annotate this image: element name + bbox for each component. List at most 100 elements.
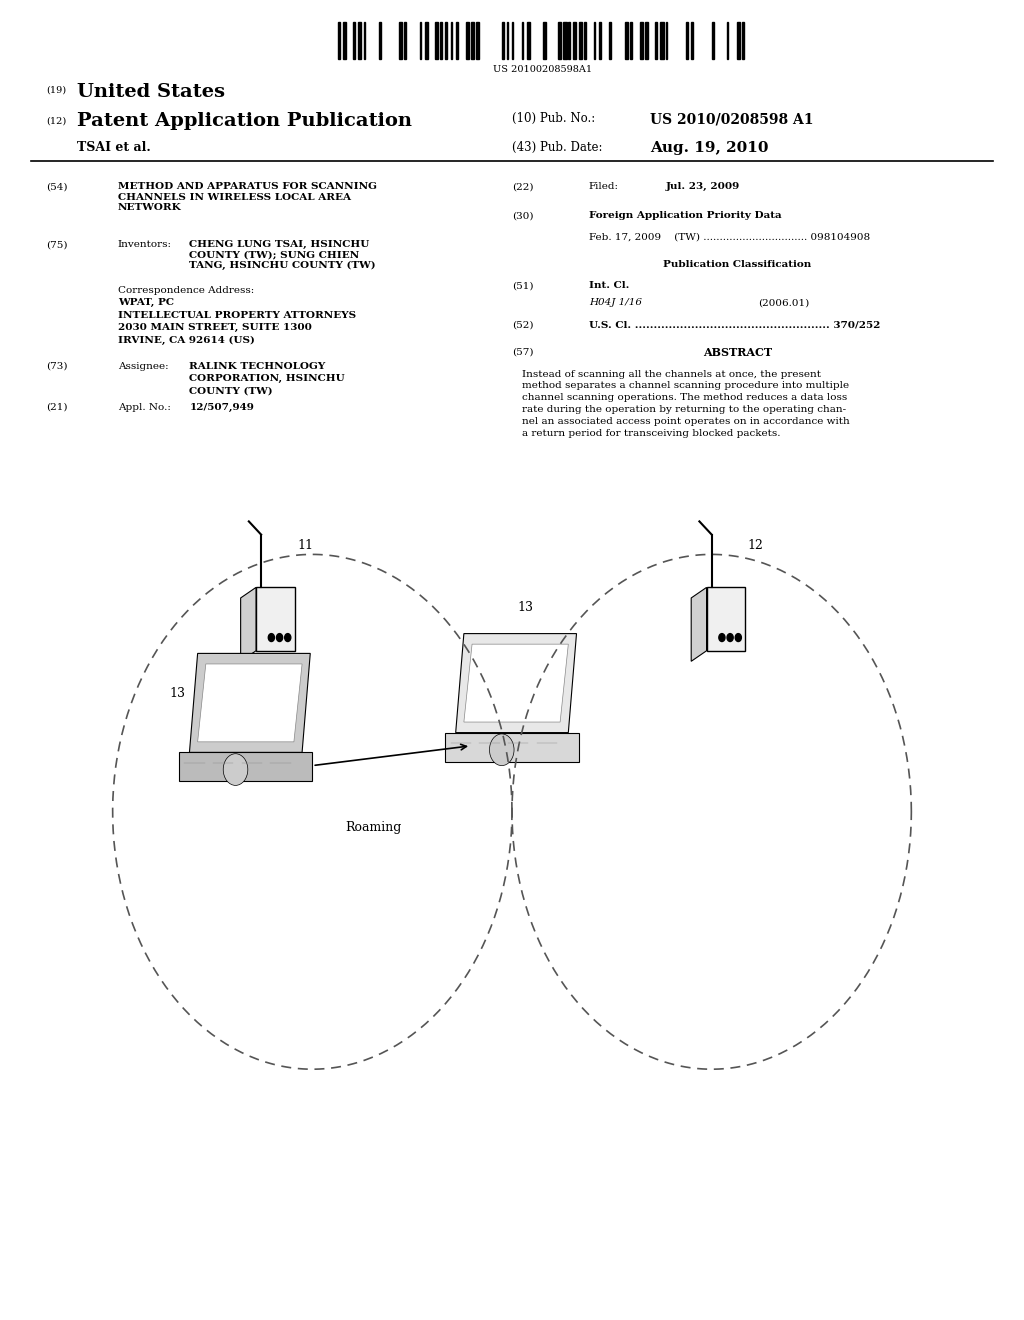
Bar [404,22,407,59]
Circle shape [719,634,725,642]
Circle shape [727,634,733,642]
Bar [502,22,504,59]
Text: 12: 12 [748,539,764,552]
Bar [445,22,446,59]
Text: ABSTRACT: ABSTRACT [702,347,772,358]
Text: (51): (51) [512,281,534,290]
Bar [338,22,340,59]
Bar [630,22,633,59]
Text: Filed:: Filed: [589,182,618,191]
Circle shape [285,634,291,642]
Circle shape [223,754,248,785]
Bar [364,22,365,59]
Polygon shape [464,644,568,722]
Text: TSAI et al.: TSAI et al. [77,141,151,154]
Bar [358,22,361,59]
Polygon shape [691,587,707,661]
Text: 11: 11 [297,539,313,552]
Bar [609,22,611,59]
Text: H04J 1/16: H04J 1/16 [589,298,642,308]
Bar [256,587,295,651]
Text: RALINK TECHNOLOGY
CORPORATION, HSINCHU
COUNTY (TW): RALINK TECHNOLOGY CORPORATION, HSINCHU C… [189,362,345,396]
Bar [527,22,530,59]
Polygon shape [189,653,310,752]
Text: (30): (30) [512,211,534,220]
Circle shape [489,734,514,766]
Text: (43) Pub. Date:: (43) Pub. Date: [512,141,602,154]
Text: (52): (52) [512,321,534,330]
Text: (2006.01): (2006.01) [758,298,809,308]
Text: Publication Classification: Publication Classification [664,260,811,269]
Bar [599,22,601,59]
Text: Assignee:: Assignee: [118,362,168,371]
Bar [476,22,479,59]
Bar [399,22,401,59]
Bar [558,22,561,59]
Bar [727,22,728,59]
Bar [543,22,546,59]
Text: Foreign Application Priority Data: Foreign Application Priority Data [589,211,781,220]
Text: CHENG LUNG TSAI, HSINCHU
COUNTY (TW); SUNG CHIEN
TANG, HSINCHU COUNTY (TW): CHENG LUNG TSAI, HSINCHU COUNTY (TW); SU… [189,240,376,271]
Text: Patent Application Publication: Patent Application Publication [77,112,412,131]
Bar [660,22,664,59]
Bar [594,22,595,59]
Circle shape [276,634,283,642]
Circle shape [735,634,741,642]
Bar [466,22,469,59]
Text: WPAT, PC
INTELLECTUAL PROPERTY ATTORNEYS
2030 MAIN STREET, SUITE 1300
IRVINE, CA: WPAT, PC INTELLECTUAL PROPERTY ATTORNEYS… [118,298,356,345]
Text: US 20100208598A1: US 20100208598A1 [494,65,592,74]
Text: (10) Pub. No.:: (10) Pub. No.: [512,112,595,125]
Text: (75): (75) [46,240,68,249]
Text: United States: United States [77,83,225,102]
Bar [507,22,508,59]
Text: Aug. 19, 2010: Aug. 19, 2010 [650,141,769,156]
Bar [573,22,577,59]
Text: 13: 13 [169,686,185,700]
Text: (12): (12) [46,116,67,125]
Bar [522,22,523,59]
Text: METHOD AND APPARATUS FOR SCANNING
CHANNELS IN WIRELESS LOCAL AREA
NETWORK: METHOD AND APPARATUS FOR SCANNING CHANNE… [118,182,377,213]
Text: (22): (22) [512,182,534,191]
Bar [445,733,579,762]
Bar [645,22,648,59]
Bar [451,22,453,59]
Bar [563,22,566,59]
Bar [425,22,428,59]
Bar [666,22,667,59]
Bar [512,22,513,59]
Bar [625,22,628,59]
Text: Inventors:: Inventors: [118,240,172,249]
Bar [568,22,569,59]
Text: (57): (57) [512,347,534,356]
Bar [471,22,474,59]
Bar [584,22,586,59]
Text: Feb. 17, 2009    (TW) ................................ 098104908: Feb. 17, 2009 (TW) .....................… [589,232,870,242]
Text: US 2010/0208598 A1: US 2010/0208598 A1 [650,112,814,127]
Bar [742,22,744,59]
Text: Int. Cl.: Int. Cl. [589,281,629,290]
Bar [640,22,643,59]
Polygon shape [241,587,256,661]
Text: Correspondence Address:: Correspondence Address: [118,286,254,296]
Bar [655,22,657,59]
Bar [440,22,441,59]
Bar [343,22,346,59]
Circle shape [268,634,274,642]
Polygon shape [456,634,577,733]
Bar [420,22,421,59]
Bar [707,587,745,651]
Text: Jul. 23, 2009: Jul. 23, 2009 [666,182,740,191]
Polygon shape [198,664,302,742]
Text: (73): (73) [46,362,68,371]
Text: (19): (19) [46,86,67,95]
Text: Roaming: Roaming [345,821,402,834]
Text: 13: 13 [517,601,534,614]
Bar [379,22,381,59]
Text: Appl. No.:: Appl. No.: [118,403,171,412]
Bar [179,752,312,781]
Text: 12/507,949: 12/507,949 [189,403,254,412]
Bar [686,22,688,59]
Bar [435,22,438,59]
Bar [456,22,458,59]
Text: Instead of scanning all the channels at once, the present
method separates a cha: Instead of scanning all the channels at … [522,370,850,438]
